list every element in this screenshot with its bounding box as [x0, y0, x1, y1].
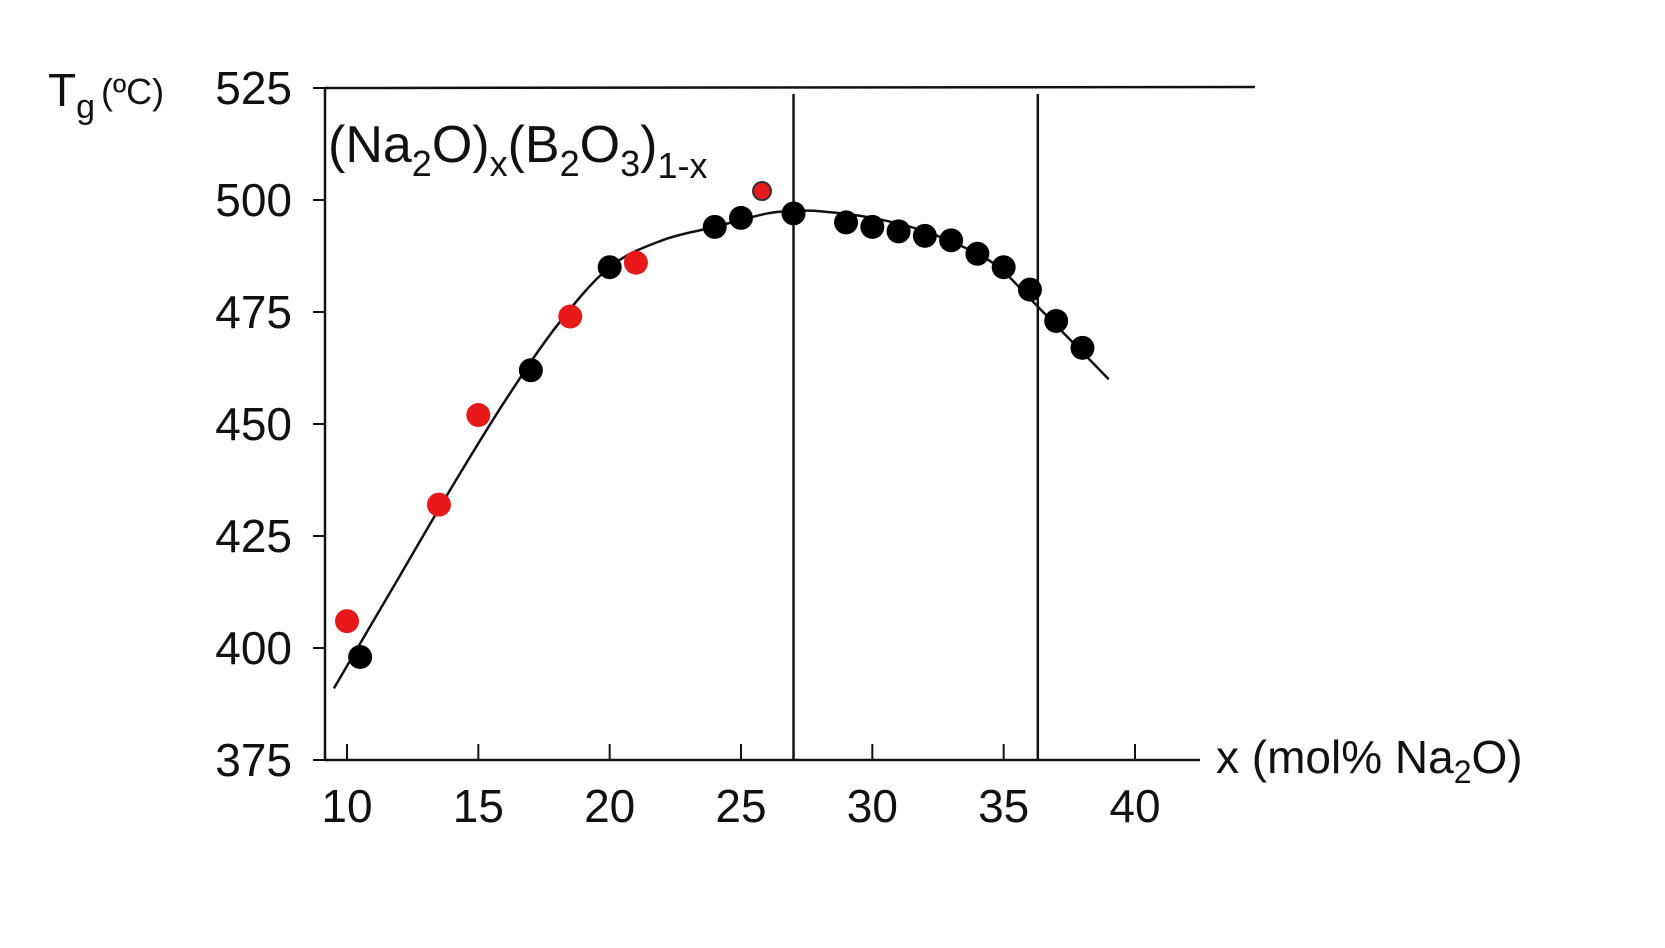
black-data-point [518, 358, 543, 383]
x-tick-label: 10 [321, 780, 372, 832]
y-tick-label: 425 [215, 510, 292, 562]
title-sub: 2 [560, 143, 580, 184]
black-data-point [348, 644, 373, 669]
y-axis-title: Tg (ºC) [48, 64, 164, 126]
y-tick-label: 500 [215, 174, 292, 226]
black-data-point [1070, 335, 1095, 360]
title-sub: 2 [412, 143, 432, 184]
x-axis-title-prefix: x (mol% Na [1216, 731, 1454, 783]
svg-text:Tg(ºC): Tg (ºC) [48, 64, 164, 126]
black-data-point [912, 223, 937, 248]
title-part: (Na [328, 116, 412, 174]
black-data-point [939, 228, 964, 253]
y-tick-label: 475 [215, 286, 292, 338]
svg-text:x (mol% Na2O): x (mol% Na2O) [1216, 731, 1523, 790]
black-data-point [991, 255, 1016, 280]
red-data-point [426, 492, 451, 517]
x-tick-label: 25 [715, 780, 766, 832]
x-tick-label: 20 [584, 780, 635, 832]
x-tick-label: 40 [1109, 780, 1160, 832]
x-axis-title-sub: 2 [1454, 754, 1472, 790]
vertical-lines [792, 94, 1040, 760]
x-tick-label: 15 [453, 780, 504, 832]
ticks: 375 400 425 450 475 500 525 10 15 20 25 30 35 40 [215, 62, 1160, 832]
title-sub: 1-x [657, 145, 707, 186]
title-sub: x [490, 143, 508, 184]
black-data-point [1017, 277, 1042, 302]
black-data-point [886, 219, 911, 244]
y-axis-title-unit: (ºC) [101, 71, 164, 112]
black-data-point [729, 205, 753, 230]
fit-curve-group [332, 209, 1110, 689]
title-part: O [580, 116, 620, 174]
red-data-point [623, 250, 648, 275]
title-part: O) [432, 116, 490, 174]
y-tick-label: 450 [215, 398, 292, 450]
y-axis-title-main: T [48, 64, 76, 116]
y-tick-label: 525 [215, 62, 292, 114]
black-data-point [965, 241, 990, 266]
red-data-point [558, 304, 583, 329]
red-data-point [335, 609, 359, 634]
y-tick-label: 375 [215, 734, 292, 786]
black-data-point [702, 214, 727, 239]
x-axis-title-suffix: O) [1472, 731, 1523, 783]
title-sub: 3 [620, 143, 640, 184]
top-border-line [324, 85, 1256, 90]
red-data-point [752, 181, 773, 202]
red-data-point [466, 403, 491, 428]
title-part: ) [640, 116, 657, 174]
x-tick-label: 30 [847, 780, 898, 832]
black-data-point [1044, 308, 1069, 333]
black-data-point [834, 210, 859, 235]
data-points [335, 181, 1095, 669]
y-tick-label: 400 [215, 622, 292, 674]
fit-curve [332, 209, 1110, 689]
y-axis-title-sub: g [76, 88, 95, 126]
chart-title: (Na2O)x(B2O3)1-x [328, 116, 707, 186]
axes [323, 85, 1256, 762]
black-data-point [860, 214, 885, 239]
title-part: (B [508, 116, 560, 174]
svg-text:(Na2O)x(B2O3)1-x: (Na2O)x(B2O3)1-x [328, 116, 707, 186]
black-data-point [597, 255, 622, 280]
x-axis-title: x (mol% Na2O) [1216, 731, 1523, 790]
x-tick-label: 35 [978, 780, 1029, 832]
black-data-point [781, 201, 806, 226]
